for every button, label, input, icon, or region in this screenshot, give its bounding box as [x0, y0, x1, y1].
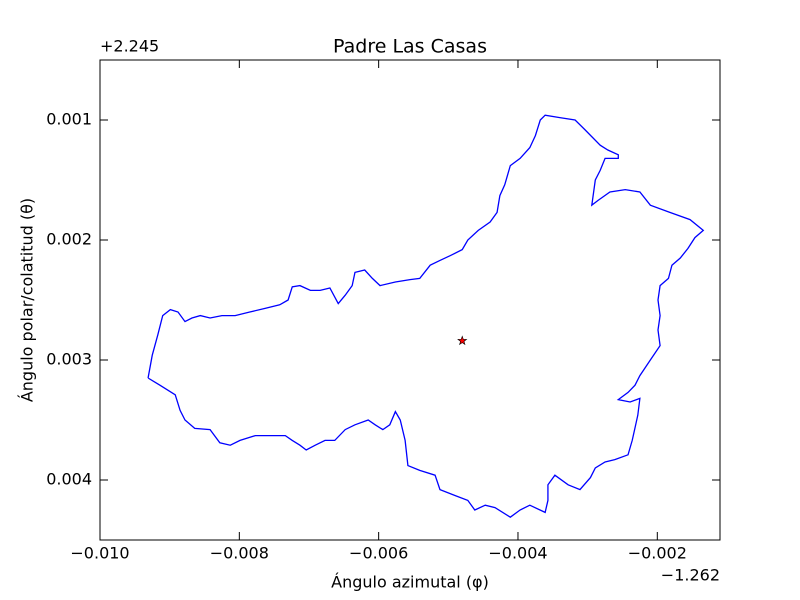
x-axis-label: Ángulo azimutal (φ)	[331, 573, 489, 592]
x-tick-label: −0.008	[210, 544, 269, 563]
plot-frame	[99, 59, 721, 541]
x-tick-label: −0.004	[488, 544, 547, 563]
x-offset: −1.262	[661, 566, 720, 585]
x-tick-label: −0.010	[70, 544, 129, 563]
y-axis-label: Ángulo polar/colatitud (θ)	[18, 198, 37, 402]
y-offset: +2.245	[100, 37, 159, 56]
y-tick-label: 0.003	[46, 350, 92, 369]
x-tick-label: −0.006	[349, 544, 408, 563]
outline	[147, 114, 705, 518]
star-marker	[457, 335, 468, 346]
y-tick-label: 0.001	[46, 110, 92, 129]
chart-title: Padre Las Casas	[333, 36, 487, 58]
y-tick-label: 0.002	[46, 230, 92, 249]
y-tick-label: 0.004	[46, 470, 92, 489]
x-tick-label: −0.002	[628, 544, 687, 563]
